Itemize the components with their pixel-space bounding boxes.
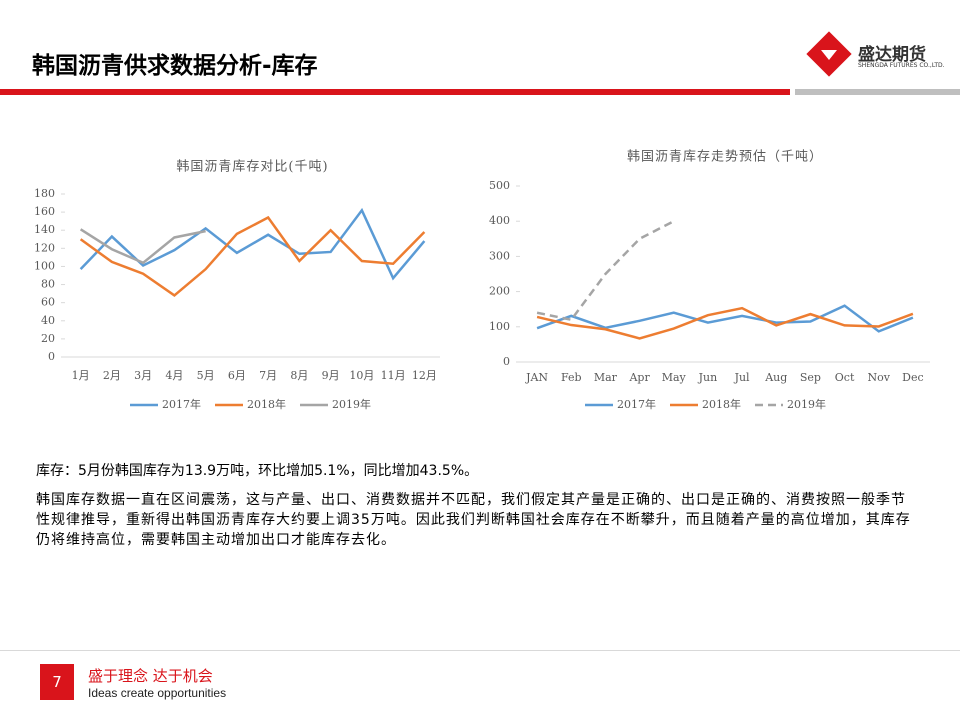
x-tick-label: 9月 bbox=[322, 369, 340, 382]
gray-rule bbox=[795, 89, 960, 95]
x-tick-label: 11月 bbox=[381, 369, 406, 382]
series-line bbox=[536, 220, 675, 322]
footer-rule bbox=[0, 650, 960, 651]
series-line bbox=[79, 228, 206, 265]
chart-title: 韩国沥青库存走势预估（千吨） bbox=[627, 149, 823, 165]
x-tick-label: 8月 bbox=[290, 369, 308, 382]
y-tick-label: 60 bbox=[41, 296, 55, 309]
y-tick-label: 20 bbox=[41, 332, 55, 345]
y-tick-label: 100 bbox=[489, 320, 510, 333]
y-tick-label: 160 bbox=[34, 205, 55, 218]
y-tick-label: 300 bbox=[489, 249, 510, 262]
chart-title: 韩国沥青库存对比(千吨) bbox=[176, 159, 328, 175]
x-tick-label: Apr bbox=[628, 371, 650, 384]
x-tick-label: Jun bbox=[698, 371, 718, 384]
slogan-en: Ideas create opportunities bbox=[88, 686, 227, 700]
series-line bbox=[79, 215, 426, 297]
paragraph: 韩国库存数据一直在区间震荡，这与产量、出口、消费数据并不匹配，我们假定其产量是正… bbox=[36, 492, 911, 548]
slogan: 盛于理念 达于机会 bbox=[88, 665, 213, 686]
x-tick-label: Mar bbox=[594, 371, 618, 384]
x-tick-label: 1月 bbox=[72, 369, 90, 382]
x-tick-label: Jul bbox=[734, 371, 750, 384]
logo-text: 盛达期货 bbox=[858, 45, 926, 65]
slide-title: 韩国沥青供求数据分析-库存 bbox=[32, 53, 318, 79]
series-line bbox=[536, 306, 914, 340]
legend-label: 2018年 bbox=[247, 397, 286, 411]
y-tick-label: 500 bbox=[489, 179, 510, 192]
x-tick-label: 12月 bbox=[412, 369, 437, 382]
series-line bbox=[79, 207, 426, 281]
red-rule bbox=[0, 89, 790, 95]
y-tick-label: 120 bbox=[34, 241, 55, 254]
y-tick-label: 40 bbox=[41, 314, 55, 327]
x-tick-label: Nov bbox=[868, 371, 891, 384]
logo-mark bbox=[806, 31, 852, 77]
y-tick-label: 400 bbox=[489, 214, 510, 227]
y-tick-label: 0 bbox=[48, 350, 55, 363]
x-tick-label: Oct bbox=[835, 371, 855, 384]
charts: 韩国沥青库存对比(千吨) 0 20 40 60 80 100 120 140 160 180 1月 2月… bbox=[34, 149, 930, 411]
x-tick-label: May bbox=[662, 371, 687, 384]
x-tick-label: 7月 bbox=[259, 369, 277, 382]
y-tick-label: 200 bbox=[489, 285, 510, 298]
legend-label: 2019年 bbox=[787, 397, 826, 411]
x-tick-label: JAN bbox=[525, 371, 548, 384]
legend-label: 2017年 bbox=[617, 397, 656, 411]
y-tick-label: 0 bbox=[503, 355, 510, 368]
slogan-2: 达于机会 bbox=[152, 667, 213, 685]
x-tick-label: 4月 bbox=[165, 369, 183, 382]
x-tick-label: 6月 bbox=[228, 369, 246, 382]
legend-label: 2018年 bbox=[702, 397, 741, 411]
slogan-1: 盛于理念 bbox=[88, 667, 149, 685]
x-tick-label: 10月 bbox=[349, 369, 374, 382]
summary: 库存：5月份韩国库存为13.9万吨，环比增加5.1%，同比增加43.5%。 bbox=[36, 463, 479, 479]
x-tick-label: Aug bbox=[764, 371, 787, 384]
y-tick-label: 140 bbox=[34, 223, 55, 236]
page-number: 7 bbox=[40, 664, 74, 700]
legend-label: 2019年 bbox=[332, 397, 371, 411]
x-tick-label: Feb bbox=[561, 371, 582, 384]
x-tick-label: Sep bbox=[800, 371, 821, 384]
series-line bbox=[536, 304, 914, 333]
logo-sub: SHENGDA FUTURES CO.,LTD. bbox=[858, 62, 945, 69]
x-tick-label: 3月 bbox=[134, 369, 152, 382]
y-tick-label: 180 bbox=[34, 187, 55, 200]
y-tick-label: 80 bbox=[41, 278, 55, 291]
legend-label: 2017年 bbox=[162, 397, 201, 411]
x-tick-label: 5月 bbox=[197, 369, 215, 382]
x-tick-label: Dec bbox=[902, 371, 924, 384]
x-tick-label: 2月 bbox=[103, 369, 121, 382]
y-tick-label: 100 bbox=[34, 259, 55, 272]
